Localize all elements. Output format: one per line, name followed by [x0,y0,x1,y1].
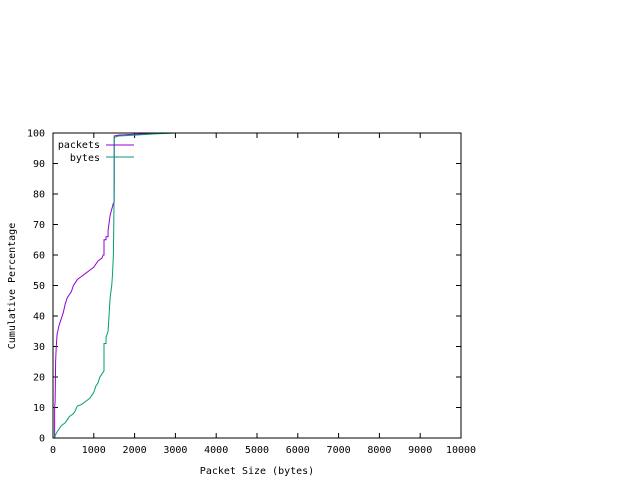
legend: packets bytes [58,140,134,164]
y-tick-label: 0 [39,434,45,445]
y-tick-label: 90 [33,159,45,170]
x-tick-label: 2000 [123,445,147,456]
x-tick-label: 4000 [204,445,228,456]
x-tick-label: 3000 [163,445,187,456]
y-tick-label: 100 [27,129,45,140]
y-tick-label: 50 [33,281,45,292]
x-tick-label: 8000 [367,445,391,456]
y-tick-label: 70 [33,220,45,231]
x-tick-label: 5000 [245,445,269,456]
x-axis-title: Packet Size (bytes) [200,466,314,477]
series-line-packets [54,132,176,438]
x-tick-label: 9000 [408,445,432,456]
x-tick-label: 1000 [82,445,106,456]
x-tick-label: 0 [50,445,56,456]
x-tick-label: 10000 [446,445,476,456]
y-axis-title: Cumulative Percentage [7,223,18,349]
y-tick-label: 40 [33,312,45,323]
series-line-bytes [54,132,176,439]
plot-frame [52,132,462,439]
axis-tick-labels: 0 1000 2000 3000 4000 5000 6000 7000 8000 9000 100… [27,129,476,457]
y-tick-label: 10 [33,403,45,414]
x-tick-label: 7000 [327,445,351,456]
legend-label-bytes: bytes [70,153,100,164]
y-tick-label: 80 [33,190,45,201]
y-tick-label: 60 [33,251,45,262]
y-tick-label: 20 [33,373,45,384]
x-tick-label: 6000 [286,445,310,456]
legend-label-packets: packets [58,140,100,151]
y-tick-label: 30 [33,342,45,353]
series-group [54,132,176,439]
